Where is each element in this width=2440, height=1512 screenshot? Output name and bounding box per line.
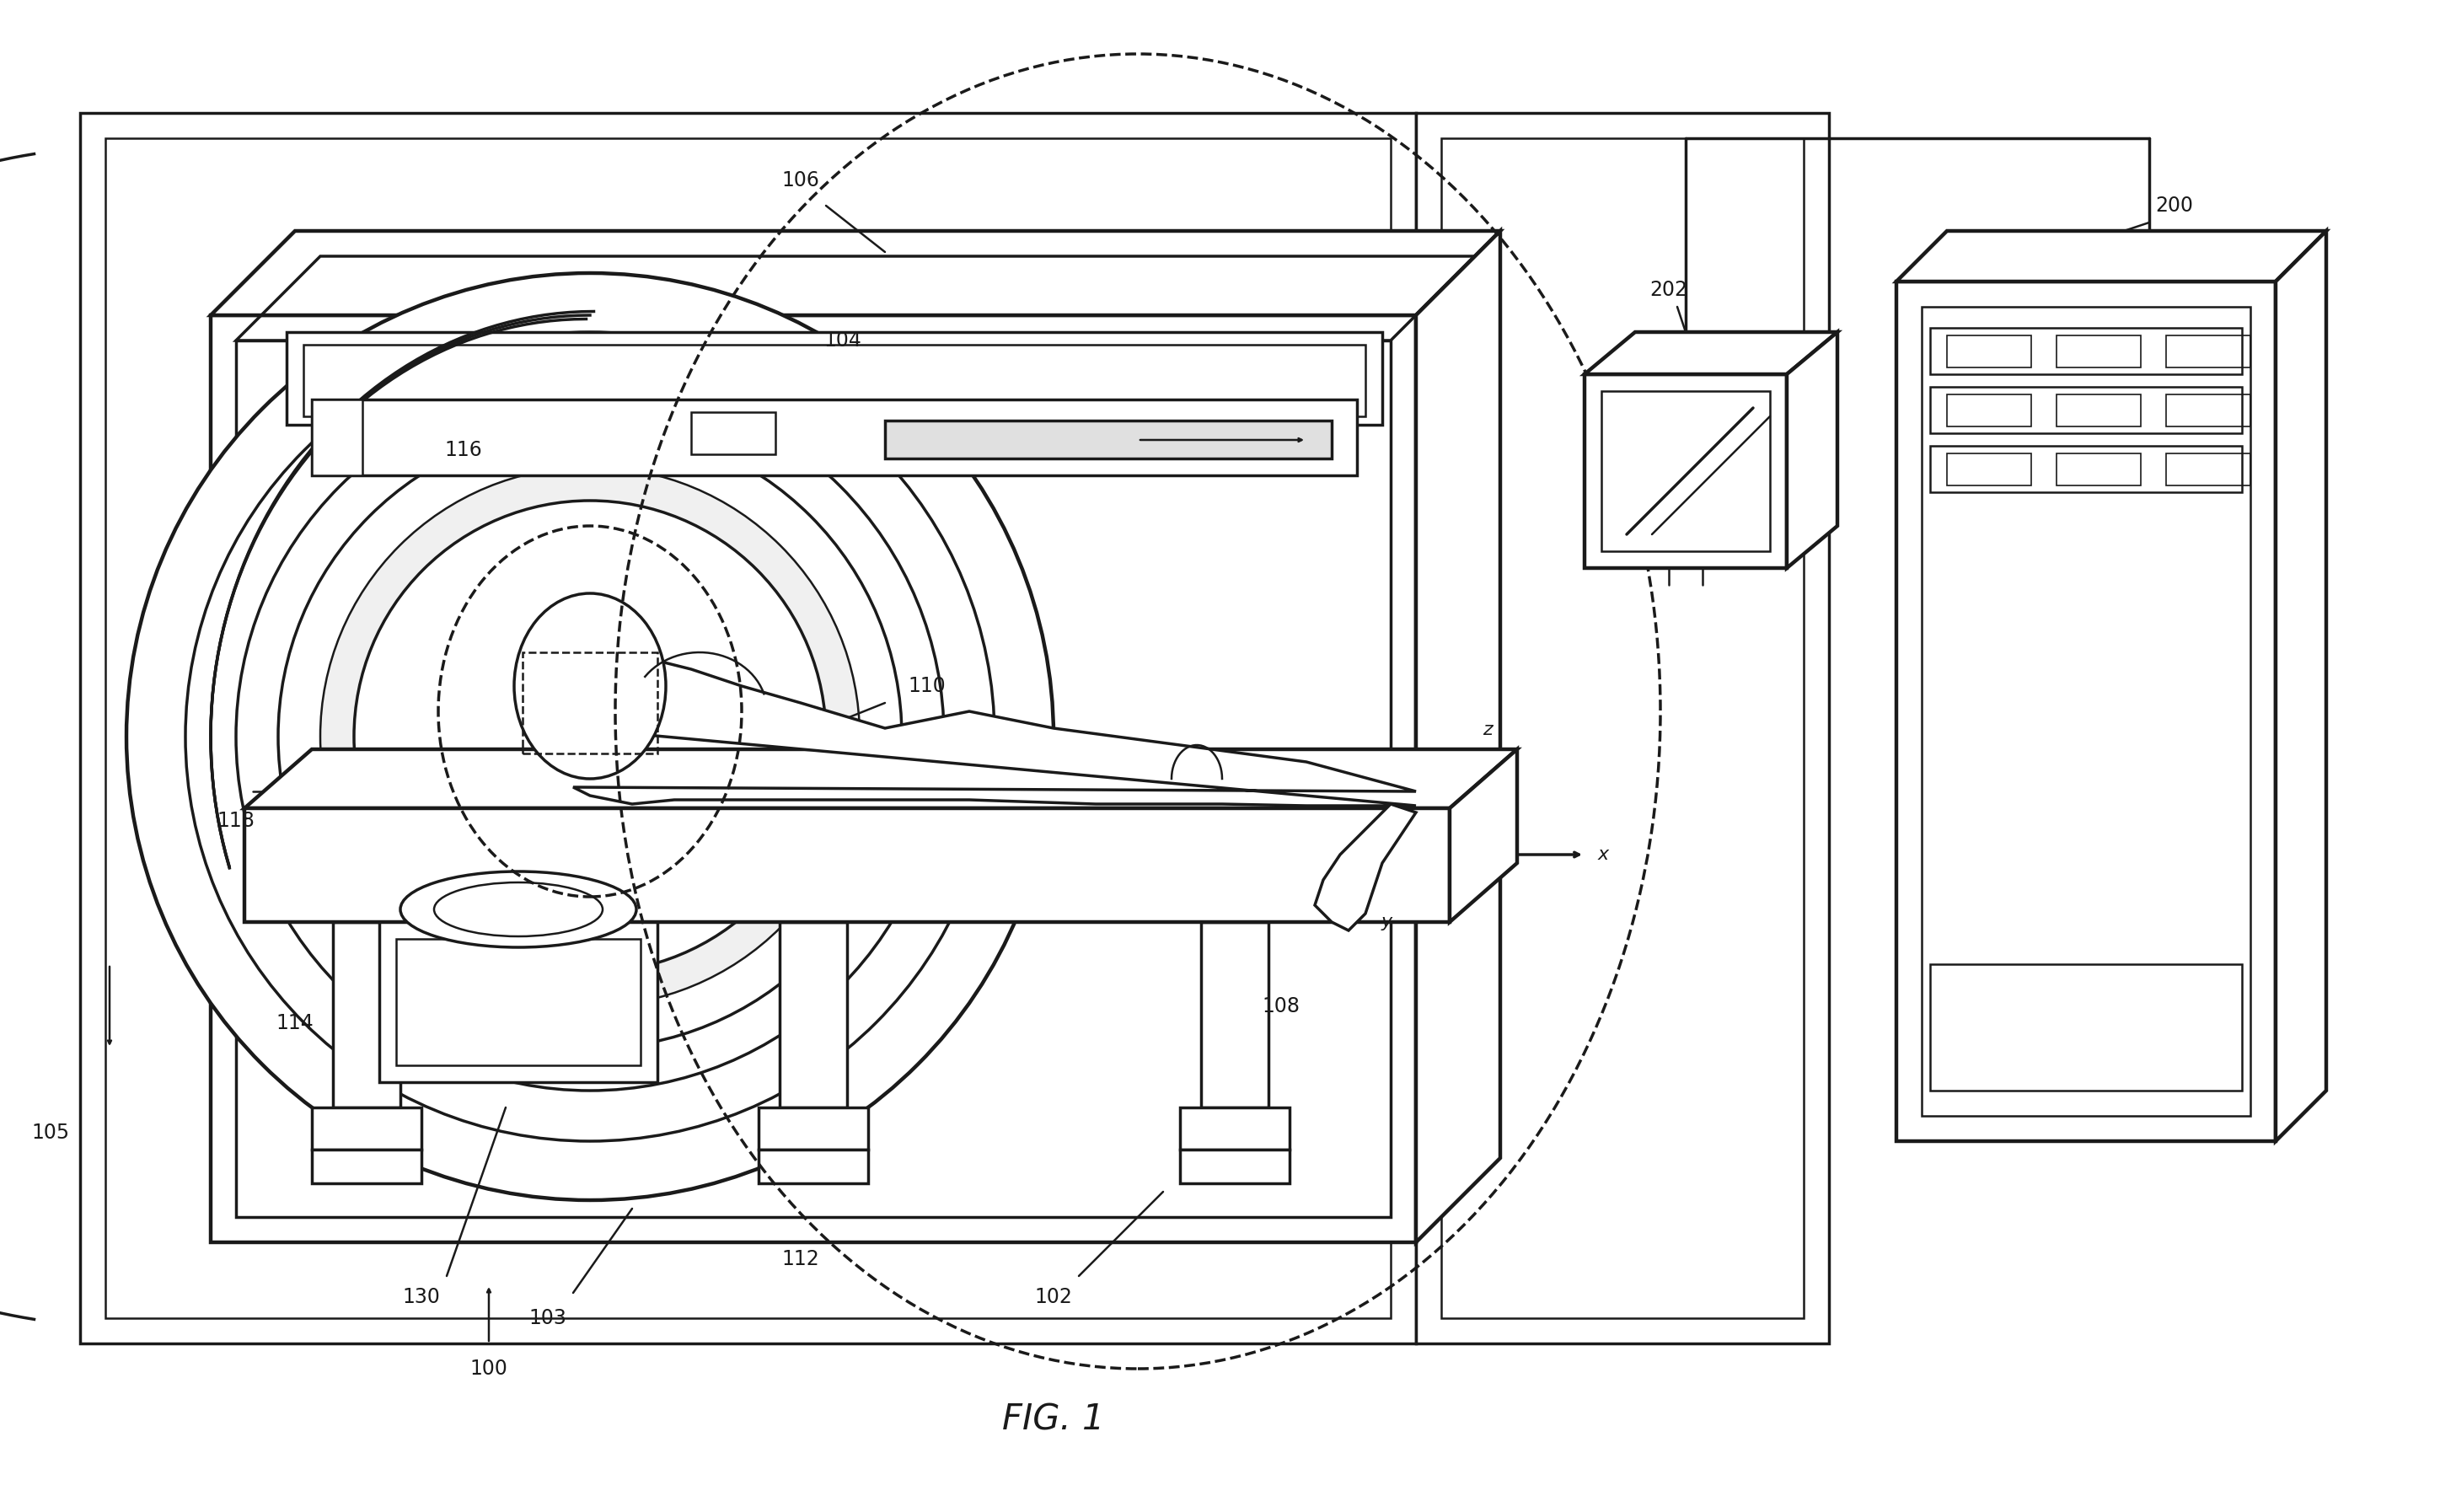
- Bar: [2057, 336, 2140, 367]
- Ellipse shape: [185, 333, 996, 1142]
- Ellipse shape: [515, 593, 666, 779]
- Polygon shape: [285, 333, 1381, 425]
- Polygon shape: [1315, 804, 1415, 930]
- Bar: [1930, 965, 2242, 1090]
- Polygon shape: [81, 113, 1415, 1344]
- Polygon shape: [759, 1107, 869, 1149]
- Text: FIG. 1: FIG. 1: [1003, 1402, 1105, 1436]
- Bar: [1947, 454, 2030, 485]
- Polygon shape: [210, 314, 1415, 1243]
- Text: z: z: [1484, 721, 1493, 738]
- Bar: [1947, 336, 2030, 367]
- Polygon shape: [2277, 231, 2325, 1142]
- Polygon shape: [244, 809, 1449, 922]
- Bar: [522, 652, 656, 753]
- Text: 130: 130: [403, 1287, 439, 1308]
- Text: 102: 102: [1035, 1287, 1074, 1308]
- Text: 112: 112: [781, 1249, 820, 1269]
- Polygon shape: [312, 399, 364, 475]
- Bar: [2167, 395, 2250, 426]
- Bar: [2057, 395, 2140, 426]
- Text: 110: 110: [908, 676, 947, 696]
- Polygon shape: [1415, 113, 1830, 1344]
- Polygon shape: [1449, 750, 1518, 922]
- Ellipse shape: [320, 467, 859, 1007]
- Polygon shape: [759, 1149, 869, 1184]
- Polygon shape: [1896, 231, 2325, 281]
- Bar: [1930, 446, 2242, 493]
- Ellipse shape: [354, 500, 827, 972]
- Polygon shape: [886, 420, 1332, 458]
- Polygon shape: [781, 922, 847, 1107]
- Polygon shape: [332, 922, 400, 1107]
- Polygon shape: [312, 1149, 422, 1184]
- Ellipse shape: [237, 383, 944, 1090]
- Bar: [2167, 454, 2250, 485]
- Polygon shape: [303, 345, 1366, 416]
- Polygon shape: [210, 231, 1501, 314]
- Text: 103: 103: [529, 1308, 566, 1328]
- Bar: [1930, 387, 2242, 434]
- Ellipse shape: [434, 883, 603, 936]
- Ellipse shape: [127, 274, 1054, 1201]
- Bar: [1947, 395, 2030, 426]
- Text: 105: 105: [32, 1122, 71, 1143]
- Polygon shape: [1584, 333, 1837, 373]
- Text: y: y: [1381, 913, 1393, 930]
- Text: 104: 104: [825, 331, 861, 351]
- Text: 118: 118: [217, 810, 254, 832]
- Polygon shape: [1200, 922, 1269, 1107]
- Text: x: x: [1598, 847, 1608, 863]
- Bar: [2057, 454, 2140, 485]
- Polygon shape: [312, 399, 1357, 475]
- Text: 202: 202: [1649, 280, 1688, 299]
- Text: 116: 116: [444, 440, 483, 460]
- Bar: [1601, 392, 1769, 552]
- Polygon shape: [573, 661, 1415, 806]
- Polygon shape: [378, 922, 656, 1083]
- Polygon shape: [244, 750, 1518, 809]
- Ellipse shape: [400, 871, 637, 948]
- Text: 106: 106: [781, 171, 820, 191]
- Polygon shape: [395, 939, 642, 1066]
- Ellipse shape: [278, 425, 903, 1048]
- Polygon shape: [1584, 373, 1786, 569]
- Polygon shape: [312, 1107, 422, 1149]
- Text: 100: 100: [471, 1359, 508, 1379]
- Polygon shape: [1896, 281, 2277, 1142]
- Polygon shape: [1415, 231, 1501, 1243]
- Bar: [2167, 336, 2250, 367]
- Bar: [1930, 328, 2242, 373]
- Text: 200: 200: [2155, 195, 2194, 216]
- Polygon shape: [1181, 1107, 1288, 1149]
- Polygon shape: [691, 413, 776, 454]
- Text: 114: 114: [276, 1013, 315, 1033]
- Polygon shape: [1181, 1149, 1288, 1184]
- Bar: [1923, 307, 2250, 1116]
- Text: 108: 108: [1261, 996, 1301, 1016]
- Polygon shape: [1786, 333, 1837, 569]
